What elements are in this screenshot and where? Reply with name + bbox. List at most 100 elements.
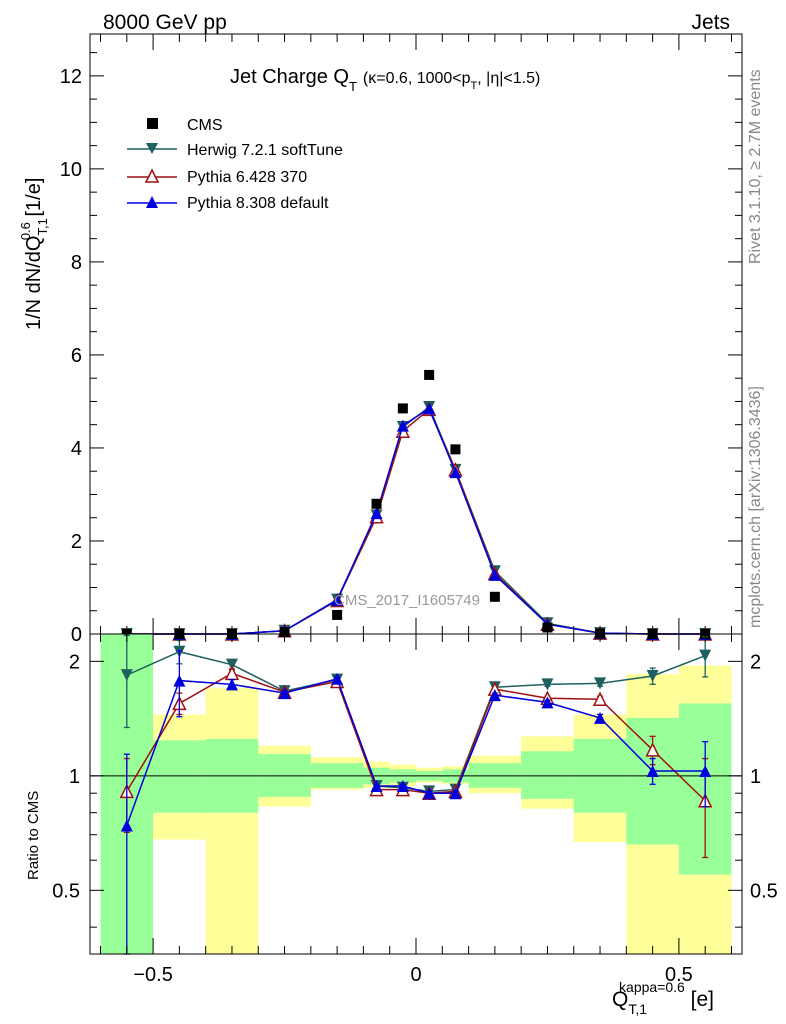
ratio-point-herwig — [699, 649, 712, 662]
main-y-tick-label: 6 — [71, 345, 82, 367]
chart-title-main: Jet Charge Q — [230, 66, 349, 88]
ratio-y-tick-label-right: 0.5 — [750, 880, 778, 902]
main-point-cms — [450, 444, 461, 455]
ratio-point-pythia8 — [699, 764, 712, 777]
legend-item-herwig: Herwig 7.2.1 softTune — [127, 142, 343, 159]
main-y-axis-label: 1/N dN/dQT,10.6 [1/e] — [18, 178, 50, 330]
x-label-sub: T,1 — [628, 1001, 647, 1017]
legend-marker-cms — [147, 118, 158, 129]
ratio-point-pythia6 — [592, 691, 608, 706]
chart-title-paren-b: , |η|<1.5) — [477, 70, 540, 87]
legend-marker-pythia6 — [144, 168, 160, 183]
main-y-label-a: 1/N dN/dQ — [23, 236, 45, 330]
ratio-point-pythia8 — [449, 787, 462, 800]
ratio-line-pythia8 — [126, 677, 706, 826]
main-y-tick-label: 8 — [71, 252, 82, 274]
main-point-cms — [279, 627, 290, 638]
green-band — [153, 740, 206, 813]
ratio-point-pythia8 — [594, 711, 607, 724]
ratio-uncertainty-bands — [90, 634, 742, 954]
ratio-y-tick-label: 0.5 — [52, 880, 80, 902]
main-point-pythia8 — [423, 402, 436, 415]
header-right-label: Jets — [691, 11, 730, 34]
main-y-tick-label: 10 — [60, 159, 82, 181]
ratio-y-tick-label: 1 — [69, 766, 80, 788]
ratio-point-pythia8 — [120, 819, 133, 832]
ratio-line-pythia6 — [126, 672, 706, 802]
x-label-b: [e] — [685, 988, 714, 1011]
legend-label-pythia6: Pythia 6.428 370 — [187, 169, 307, 186]
main-y-label-b: [1/e] — [23, 178, 45, 222]
ratio-point-pythia8 — [173, 674, 186, 687]
legend: CMS Herwig 7.2.1 softTune Pythia 6.428 3… — [127, 117, 343, 212]
x-tick-label: 0.5 — [665, 964, 693, 986]
ratio-point-herwig — [646, 670, 659, 683]
yellow-band — [205, 688, 259, 954]
ratio-point-pythia6 — [224, 665, 240, 681]
main-line-pythia8 — [126, 407, 706, 635]
ratio-point-pythia8 — [488, 689, 501, 702]
x-tick-label: −0.5 — [133, 964, 172, 986]
ratio-point-herwig — [541, 678, 554, 691]
main-point-cms — [542, 622, 553, 633]
legend-item-pythia6: Pythia 6.428 370 — [127, 168, 307, 186]
ratio-point-pythia8 — [541, 696, 554, 709]
legend-label-cms: CMS — [187, 117, 223, 134]
ratio-panel: 0.5 0.5 1 1 2 2 −0.5 0 0.5 Ratio to CMS QT,1 kapp… — [25, 633, 778, 1017]
main-y-tick-label: 4 — [71, 438, 82, 460]
ratio-point-pythia8 — [423, 787, 436, 800]
header-left-label: 8000 GeV pp — [103, 11, 227, 34]
green-band — [521, 751, 574, 799]
main-point-pythia8 — [370, 507, 383, 520]
x-label-sup: kappa=0.6 — [619, 979, 685, 995]
main-point-pythia8 — [488, 568, 501, 581]
x-tick-label: 0 — [410, 964, 421, 986]
mcplots-info-label: mcplots.cern.ch [arXiv:1306.3436] — [747, 386, 764, 628]
legend-item-pythia8: Pythia 8.308 default — [127, 195, 329, 212]
chart-title: Jet Charge QT (κ=0.6, 1000<pT, |η|<1.5) — [230, 66, 540, 94]
ratio-point-pythia8 — [331, 672, 344, 685]
chart-title-main-sub: T — [349, 79, 357, 94]
main-point-pythia8 — [331, 594, 344, 607]
main-point-cms — [332, 609, 343, 620]
legend-marker-herwig — [146, 143, 158, 154]
chart-title-paren-sub: T — [471, 80, 478, 92]
main-y-label-sub: T,1 — [35, 218, 50, 235]
main-point-cms — [424, 369, 435, 380]
ratio-point-herwig — [594, 677, 607, 690]
legend-label-pythia8: Pythia 8.308 default — [187, 195, 329, 212]
x-axis-label: QT,1 kappa=0.6 [e] — [612, 979, 714, 1017]
ratio-point-pythia6 — [645, 742, 660, 757]
main-point-cms — [489, 591, 500, 602]
main-y-label-sup: 0.6 — [18, 222, 33, 240]
ratio-point-pythia8 — [370, 780, 383, 793]
main-panel-ticks: 0 2 4 6 8 10 12 — [60, 34, 742, 646]
main-point-pythia8 — [449, 466, 462, 479]
legend-marker-pythia8 — [146, 196, 158, 208]
legend-label-herwig: Herwig 7.2.1 softTune — [187, 142, 343, 159]
watermark-label: CMS_2017_I1605749 — [334, 592, 480, 609]
ratio-point-pythia8 — [396, 780, 409, 793]
ratio-point-herwig — [225, 658, 238, 671]
ratio-y-tick-label: 2 — [69, 651, 80, 673]
ratio-y-tick-label-right: 1 — [750, 766, 761, 788]
main-y-tick-label: 0 — [71, 624, 82, 646]
main-point-cms — [371, 498, 382, 509]
ratio-y-tick-label-right: 2 — [750, 651, 761, 673]
ratio-panel-ticks: 0.5 0.5 1 1 2 2 −0.5 0 0.5 — [52, 634, 778, 986]
x-label-a: Q — [612, 988, 628, 1011]
main-point-cms — [397, 403, 408, 414]
main-y-tick-label: 2 — [71, 531, 82, 553]
ratio-panel-curves — [119, 634, 713, 955]
chart-title-paren-a: (κ=0.6, 1000<p — [363, 70, 471, 87]
ratio-point-pythia8 — [646, 764, 659, 777]
legend-item-cms: CMS — [147, 117, 223, 134]
ratio-point-pythia8 — [225, 678, 238, 691]
main-y-tick-label: 12 — [60, 66, 82, 88]
ratio-point-herwig — [120, 669, 133, 682]
main-panel: 0 2 4 6 8 10 12 CMS_2017_I1605749 Jet Charge Q… — [18, 33, 743, 646]
main-point-pythia8 — [396, 419, 409, 432]
ratio-y-axis-label: Ratio to CMS — [25, 791, 42, 880]
ratio-point-pythia8 — [278, 687, 291, 700]
